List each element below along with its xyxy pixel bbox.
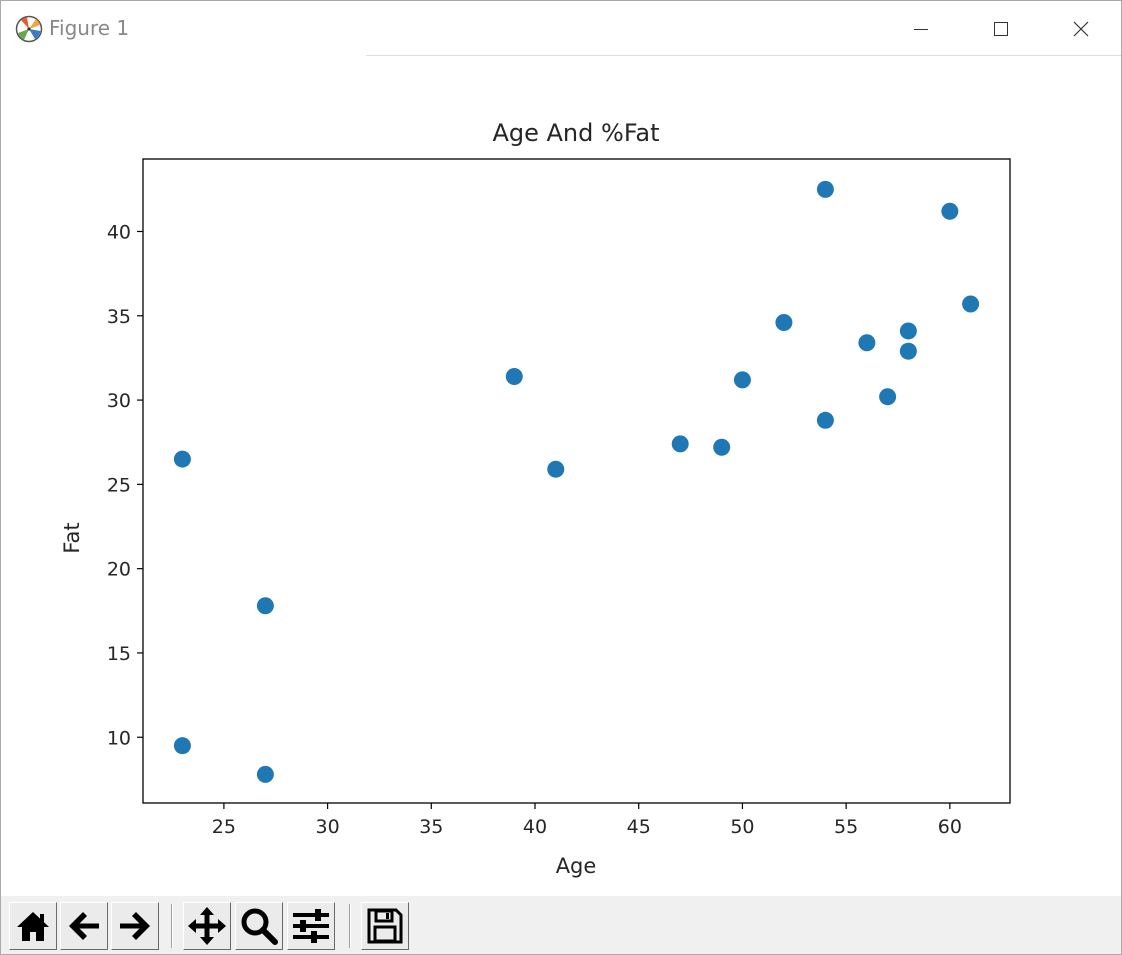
chart-title: Age And %Fat xyxy=(492,119,659,147)
toolbar-separator xyxy=(171,904,173,948)
close-button[interactable] xyxy=(1041,1,1121,56)
home-button[interactable] xyxy=(9,902,57,950)
data-point xyxy=(173,450,191,468)
x-tick-label: 50 xyxy=(730,816,754,838)
save-button[interactable] xyxy=(361,902,409,950)
data-point xyxy=(816,180,834,198)
save-floppy-icon xyxy=(367,908,403,944)
data-point xyxy=(173,737,191,755)
data-point xyxy=(899,322,917,340)
forward-button[interactable] xyxy=(111,902,159,950)
data-point xyxy=(256,597,274,615)
toolbar-separator xyxy=(349,904,351,948)
data-point xyxy=(671,435,689,453)
axes-frame xyxy=(142,158,1011,804)
y-tick-label: 25 xyxy=(107,474,131,496)
maximize-button[interactable] xyxy=(961,1,1041,56)
navigation-toolbar xyxy=(1,896,1121,954)
data-point xyxy=(733,371,751,389)
data-point xyxy=(547,460,565,478)
configure-subplots-button[interactable] xyxy=(287,902,335,950)
matplotlib-logo-icon xyxy=(15,15,43,43)
x-tick-label: 40 xyxy=(523,816,547,838)
y-tick-label: 40 xyxy=(107,221,131,243)
data-point xyxy=(879,388,897,406)
x-tick-label: 25 xyxy=(212,816,236,838)
y-tick-label: 15 xyxy=(107,643,131,665)
data-point xyxy=(941,202,959,220)
y-tick-label: 10 xyxy=(107,727,131,749)
data-point xyxy=(256,765,274,783)
back-button[interactable] xyxy=(60,902,108,950)
data-point xyxy=(505,367,523,385)
y-tick-label: 20 xyxy=(107,559,131,581)
x-axis-label: Age xyxy=(556,854,597,878)
forward-arrow-icon xyxy=(120,912,150,940)
data-point xyxy=(775,314,793,332)
y-axis-label: Fat xyxy=(60,522,84,553)
home-icon xyxy=(17,912,49,941)
x-tick-label: 60 xyxy=(938,816,962,838)
data-point xyxy=(713,438,731,456)
window-title: Figure 1 xyxy=(49,16,130,40)
data-point xyxy=(962,295,980,313)
x-tick-label: 55 xyxy=(834,816,858,838)
pan-button[interactable] xyxy=(183,902,231,950)
title-bar-divider xyxy=(366,55,1121,56)
plot-area: 25 30 35 40 45 50 55 60 10 15 20 25 30 35 40 xyxy=(107,158,1011,838)
maximize-icon xyxy=(994,21,1008,36)
data-point xyxy=(816,411,834,429)
figure-canvas[interactable]: Age And %Fat 25 30 35 40 45 50 55 60 10 15 20 25 30 3… xyxy=(1,56,1121,896)
title-bar[interactable]: Figure 1 xyxy=(1,1,1121,56)
minimize-icon xyxy=(914,28,928,30)
zoom-magnifier-icon xyxy=(241,908,278,945)
configure-subplots-icon xyxy=(293,909,329,943)
x-tick-label: 30 xyxy=(316,816,340,838)
close-icon xyxy=(1073,21,1089,36)
zoom-button[interactable] xyxy=(235,902,283,950)
data-point xyxy=(858,334,876,352)
data-point xyxy=(899,342,917,360)
y-tick-label: 30 xyxy=(107,390,131,412)
back-arrow-icon xyxy=(69,912,99,940)
pan-move-icon xyxy=(188,907,226,945)
x-tick-label: 45 xyxy=(627,816,651,838)
x-tick-label: 35 xyxy=(419,816,443,838)
minimize-button[interactable] xyxy=(881,1,961,56)
y-tick-label: 35 xyxy=(107,306,131,328)
